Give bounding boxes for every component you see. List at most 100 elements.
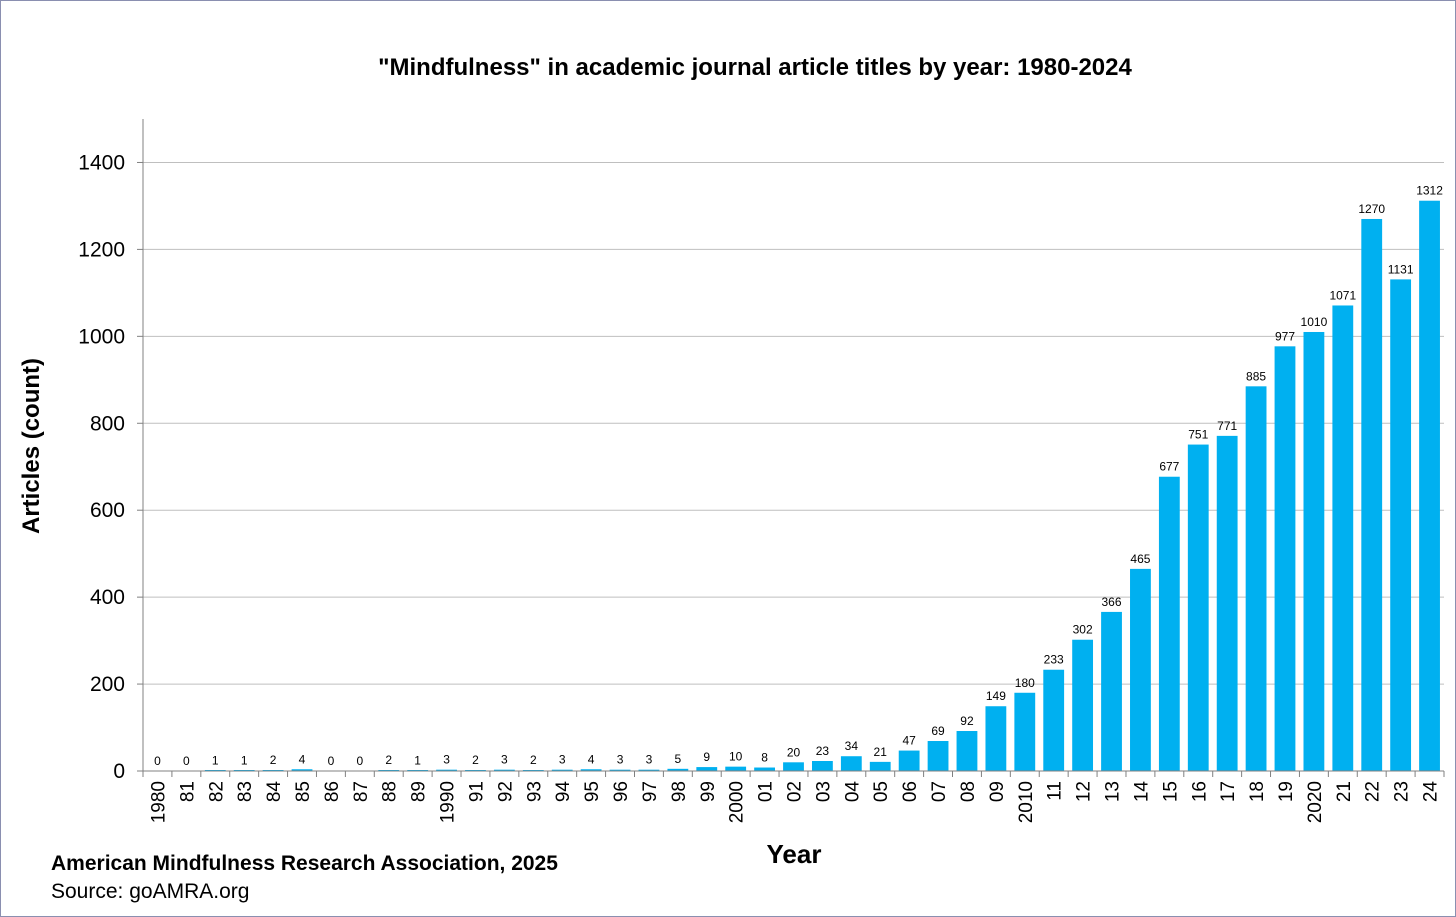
bar bbox=[1014, 692, 1036, 771]
x-axis-label: Year bbox=[767, 839, 822, 869]
data-label: 4 bbox=[299, 752, 306, 766]
bar bbox=[609, 769, 631, 771]
data-label: 1312 bbox=[1416, 184, 1443, 198]
y-tick-labels: 0 200 400 600 800 1000 1200 1400 bbox=[78, 151, 143, 783]
data-label: 3 bbox=[646, 753, 653, 767]
y-tick-label: 1200 bbox=[78, 238, 125, 261]
x-tick-label: 13 bbox=[1103, 781, 1124, 802]
bar bbox=[1187, 444, 1209, 771]
data-label: 23 bbox=[816, 744, 830, 758]
x-tick-label: 07 bbox=[929, 781, 950, 802]
data-label: 149 bbox=[986, 689, 1006, 703]
data-label: 47 bbox=[902, 734, 916, 748]
y-tick-label: 1400 bbox=[78, 151, 125, 174]
grid-lines bbox=[143, 161, 1444, 685]
data-label: 2 bbox=[270, 753, 277, 767]
x-tick-label: 19 bbox=[1276, 781, 1297, 802]
x-tick-label: 2020 bbox=[1305, 781, 1326, 823]
data-label: 677 bbox=[1159, 460, 1179, 474]
data-label: 1 bbox=[212, 754, 219, 768]
footer-source: Source: goAMRA.org bbox=[51, 880, 250, 903]
data-label: 21 bbox=[874, 745, 888, 759]
data-label: 1131 bbox=[1388, 262, 1414, 276]
data-label: 1 bbox=[241, 754, 248, 768]
x-tick-label: 97 bbox=[640, 781, 661, 802]
x-tick-label: 21 bbox=[1334, 781, 1355, 802]
bar bbox=[580, 769, 602, 771]
y-tick-label: 1000 bbox=[78, 325, 125, 348]
x-tick-label: 88 bbox=[380, 781, 401, 802]
data-label: 1 bbox=[414, 754, 421, 768]
x-tick-label: 16 bbox=[1189, 781, 1210, 802]
bar bbox=[985, 706, 1007, 771]
data-labels: 0 0 1 1 2 4 0 0 2 1 3 2 3 2 3 4 3 3 5 9 10 8 20 23 34 21476992149… bbox=[154, 184, 1443, 768]
x-tick-label: 86 bbox=[322, 781, 343, 802]
x-tick-label: 2000 bbox=[727, 781, 748, 823]
x-tick-label: 94 bbox=[553, 781, 574, 803]
x-tick-label: 98 bbox=[669, 781, 690, 802]
x-tick-label: 22 bbox=[1363, 781, 1384, 802]
data-label: 34 bbox=[845, 739, 859, 753]
data-label: 977 bbox=[1275, 329, 1295, 343]
x-tick-label: 96 bbox=[611, 781, 632, 802]
bar bbox=[812, 761, 833, 771]
footer-organization: American Mindfulness Research Associatio… bbox=[51, 852, 558, 875]
bar bbox=[551, 769, 573, 771]
x-tick-label: 93 bbox=[524, 781, 545, 802]
bars bbox=[204, 200, 1440, 771]
x-tick-label: 01 bbox=[756, 781, 777, 802]
bar bbox=[869, 761, 891, 771]
data-label: 233 bbox=[1044, 653, 1064, 667]
bar bbox=[725, 766, 747, 771]
data-label: 10 bbox=[729, 750, 743, 764]
x-tick-label: 23 bbox=[1392, 781, 1413, 802]
data-label: 1071 bbox=[1329, 288, 1356, 302]
x-tick-label: 95 bbox=[582, 781, 603, 802]
data-label: 0 bbox=[154, 754, 161, 768]
data-label: 3 bbox=[443, 753, 450, 767]
bar bbox=[1332, 305, 1354, 771]
y-tick-label: 200 bbox=[90, 673, 125, 696]
y-tick-label: 0 bbox=[113, 760, 125, 783]
x-tick-label: 04 bbox=[842, 781, 863, 803]
x-tick-label: 85 bbox=[293, 781, 314, 802]
x-tick-label: 18 bbox=[1247, 781, 1268, 802]
x-tick-label: 87 bbox=[351, 781, 372, 802]
x-tick-labels: 1980 81 82 83 84 85 86 87 88 89 1990 91 92 93 94 95 96 97… bbox=[142, 771, 1445, 823]
bar bbox=[754, 767, 775, 771]
x-tick-label: 05 bbox=[871, 781, 892, 802]
bar bbox=[1245, 386, 1267, 771]
data-label: 2 bbox=[472, 753, 479, 767]
data-label: 366 bbox=[1102, 595, 1122, 609]
x-tick-label: 09 bbox=[987, 781, 1008, 802]
y-tick-label: 400 bbox=[90, 586, 125, 609]
data-label: 465 bbox=[1130, 552, 1150, 566]
data-label: 20 bbox=[787, 745, 801, 759]
x-tick-label: 82 bbox=[206, 781, 227, 802]
data-label: 751 bbox=[1188, 428, 1208, 442]
data-label: 92 bbox=[960, 714, 974, 728]
data-label: 3 bbox=[501, 753, 508, 767]
bar bbox=[956, 731, 978, 771]
x-tick-label: 03 bbox=[813, 781, 834, 802]
bar bbox=[927, 741, 949, 771]
bar bbox=[1101, 611, 1122, 771]
x-tick-label: 83 bbox=[235, 781, 256, 802]
bar bbox=[1043, 669, 1065, 771]
data-label: 9 bbox=[703, 750, 710, 764]
x-tick-label: 17 bbox=[1218, 781, 1239, 802]
bar bbox=[291, 769, 313, 771]
y-tick-label: 600 bbox=[90, 499, 125, 522]
data-label: 0 bbox=[328, 754, 335, 768]
data-label: 0 bbox=[183, 754, 190, 768]
data-label: 8 bbox=[761, 751, 768, 765]
data-label: 5 bbox=[675, 752, 682, 766]
bar bbox=[436, 769, 457, 771]
bar bbox=[667, 768, 689, 771]
y-axis-label: Articles (count) bbox=[18, 358, 45, 534]
x-tick-label: 12 bbox=[1074, 781, 1095, 802]
data-label: 302 bbox=[1073, 623, 1093, 637]
y-tick-label: 800 bbox=[90, 412, 125, 435]
